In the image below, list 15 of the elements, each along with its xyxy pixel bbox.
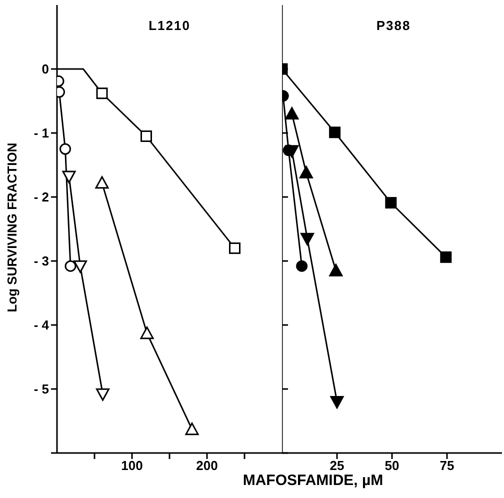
y-tick-label: - 4	[34, 318, 50, 333]
x-axis-title: MAFOSFAMIDE, µM	[242, 472, 384, 489]
x-tick-label: 75	[440, 458, 454, 474]
y-tick-label: 0	[42, 62, 49, 77]
text: L1210	[148, 18, 192, 33]
x-tick-label: 100	[121, 458, 143, 474]
x-tick-label: 50	[384, 458, 400, 474]
x-tick-label: 200	[196, 458, 218, 474]
y-tick-label: - 1	[34, 126, 49, 141]
y-tick-label: - 3	[34, 254, 49, 269]
text: P388	[375, 18, 412, 33]
y-tick-label: - 5	[34, 382, 49, 397]
x-tick-label: 25	[330, 458, 344, 474]
y-axis-title: Log SURVIVING FRACTION	[4, 142, 20, 314]
y-tick-label: - 2	[34, 190, 49, 205]
